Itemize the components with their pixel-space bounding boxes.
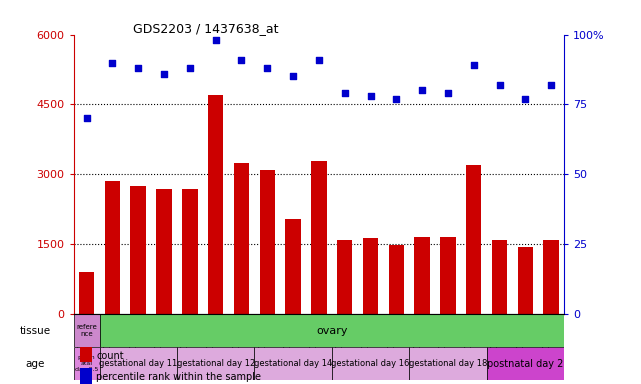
Point: [469, 62, 479, 68]
Point: [81, 115, 92, 121]
Bar: [544, 240, 559, 314]
Bar: [79, 272, 94, 314]
Bar: [409, 347, 487, 380]
Text: refere
nce: refere nce: [76, 324, 97, 337]
Bar: [234, 163, 249, 314]
Bar: [518, 247, 533, 314]
Text: postnatal day 2: postnatal day 2: [487, 359, 563, 369]
Bar: [311, 161, 327, 314]
Point: [340, 90, 350, 96]
Point: [520, 96, 531, 102]
Point: [288, 73, 298, 79]
Bar: [260, 170, 275, 314]
Bar: [156, 189, 172, 314]
Point: [210, 37, 221, 43]
Point: [262, 65, 272, 71]
Text: postn
atal
day 0.5: postn atal day 0.5: [75, 355, 98, 372]
Text: gestational day 11: gestational day 11: [99, 359, 178, 368]
Bar: [182, 189, 197, 314]
Point: [365, 93, 376, 99]
Bar: [74, 314, 99, 347]
Text: gestational day 18: gestational day 18: [409, 359, 487, 368]
Point: [159, 71, 169, 77]
Text: GDS2203 / 1437638_at: GDS2203 / 1437638_at: [133, 22, 278, 35]
Bar: [285, 218, 301, 314]
Text: gestational day 14: gestational day 14: [254, 359, 332, 368]
Bar: [208, 95, 224, 314]
Text: ovary: ovary: [316, 326, 347, 336]
Point: [237, 57, 247, 63]
Bar: [388, 245, 404, 314]
Bar: [74, 347, 99, 380]
Bar: [440, 237, 456, 314]
Bar: [466, 165, 481, 314]
Point: [133, 65, 144, 71]
Point: [107, 60, 117, 66]
Bar: [99, 347, 177, 380]
Point: [391, 96, 401, 102]
Bar: [363, 238, 378, 314]
Bar: [492, 240, 507, 314]
Text: gestational day 12: gestational day 12: [176, 359, 254, 368]
Bar: [131, 186, 146, 314]
Bar: [487, 347, 564, 380]
Text: tissue: tissue: [19, 326, 51, 336]
Point: [494, 82, 504, 88]
Bar: [254, 347, 332, 380]
Text: count: count: [96, 351, 124, 361]
Bar: [104, 181, 120, 314]
Bar: [332, 347, 409, 380]
Point: [443, 90, 453, 96]
Text: age: age: [25, 359, 45, 369]
Point: [546, 82, 556, 88]
Point: [185, 65, 195, 71]
Bar: [337, 240, 353, 314]
Bar: [414, 237, 430, 314]
Text: percentile rank within the sample: percentile rank within the sample: [96, 372, 261, 382]
Point: [314, 57, 324, 63]
Bar: [177, 347, 254, 380]
Text: gestational day 16: gestational day 16: [331, 359, 410, 368]
Point: [417, 88, 428, 94]
